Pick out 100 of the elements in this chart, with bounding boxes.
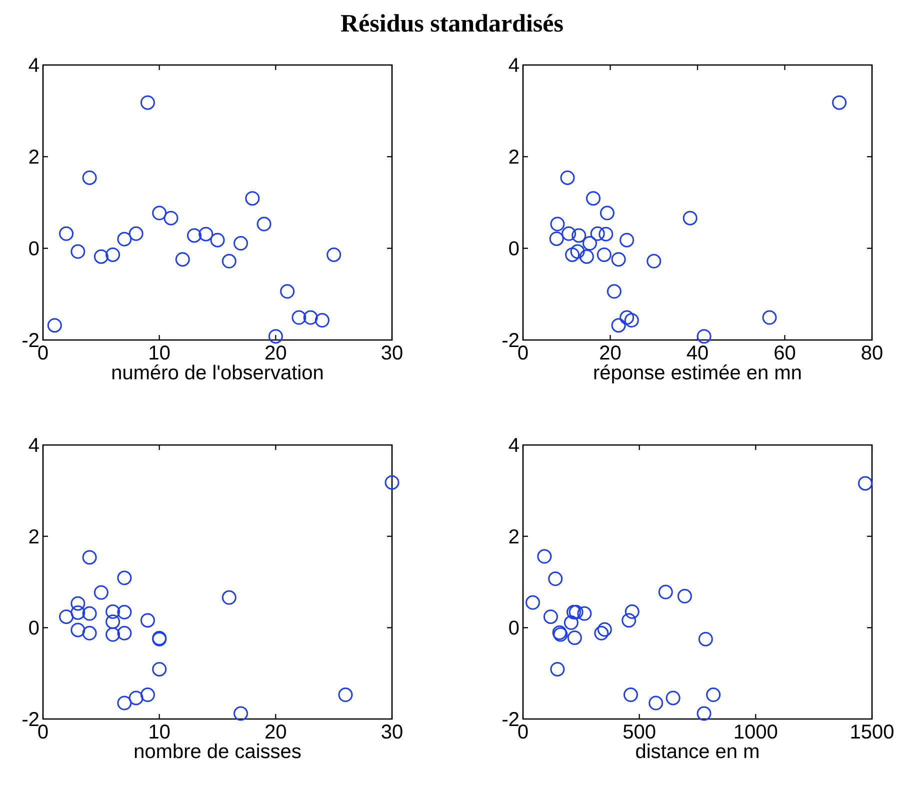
point bbox=[117, 696, 132, 710]
point bbox=[598, 226, 614, 242]
point bbox=[303, 310, 318, 325]
x-tick-label: 500 bbox=[623, 724, 656, 739]
point bbox=[582, 236, 597, 251]
point bbox=[82, 170, 97, 185]
point bbox=[234, 236, 248, 251]
x-tick-label: 80 bbox=[862, 346, 882, 360]
point bbox=[59, 226, 74, 241]
point bbox=[570, 244, 585, 259]
point bbox=[677, 588, 692, 604]
point bbox=[577, 606, 592, 621]
point bbox=[562, 226, 576, 241]
point bbox=[597, 622, 612, 637]
x-tick-label: 0 bbox=[38, 724, 48, 739]
point bbox=[596, 247, 612, 262]
y-tick-label: 2 bbox=[29, 529, 38, 544]
point bbox=[117, 232, 132, 246]
point bbox=[832, 95, 847, 110]
point bbox=[550, 216, 565, 232]
point bbox=[234, 706, 248, 721]
point bbox=[620, 310, 634, 325]
y-tick-label: 4 bbox=[508, 438, 519, 452]
point bbox=[696, 329, 712, 344]
point bbox=[164, 210, 178, 226]
x-tick-label: 20 bbox=[266, 346, 286, 360]
point bbox=[579, 249, 594, 264]
y-tick-label: 0 bbox=[509, 241, 519, 256]
point bbox=[564, 615, 578, 630]
point bbox=[175, 252, 190, 267]
x-axis-title: réponse estimée en mn bbox=[594, 364, 801, 384]
point bbox=[706, 688, 721, 702]
point bbox=[256, 216, 272, 232]
point bbox=[384, 475, 400, 490]
point bbox=[600, 206, 614, 220]
x-axis-title: numéro de l'observation bbox=[112, 364, 323, 380]
point bbox=[47, 318, 62, 333]
y-tick-label: -2 bbox=[502, 712, 518, 726]
point bbox=[858, 476, 873, 491]
y-tick-label: 4 bbox=[28, 58, 39, 72]
x-axis-title: distance en m bbox=[636, 744, 758, 758]
point bbox=[222, 590, 236, 605]
point bbox=[762, 310, 777, 325]
x-tick-label: 30 bbox=[382, 346, 402, 360]
point bbox=[560, 170, 575, 185]
point bbox=[140, 688, 155, 702]
y-tick-label: 0 bbox=[29, 241, 39, 256]
x-tick-label: 0 bbox=[38, 346, 48, 360]
point bbox=[210, 232, 225, 248]
point bbox=[106, 247, 120, 262]
point bbox=[594, 626, 609, 640]
x-tick-label: 60 bbox=[774, 346, 796, 360]
point bbox=[572, 228, 586, 243]
point bbox=[140, 95, 155, 110]
text: Résidus standardisés bbox=[340, 14, 563, 32]
x-tick-label: 20 bbox=[266, 724, 286, 739]
x-tick-label: 10 bbox=[150, 724, 170, 739]
x-tick-label: 0 bbox=[518, 346, 528, 360]
point bbox=[268, 329, 283, 344]
point bbox=[550, 662, 565, 676]
x-axis-title: nombre de caisses bbox=[134, 744, 301, 758]
point bbox=[94, 249, 108, 264]
point bbox=[117, 626, 132, 640]
point bbox=[117, 570, 132, 586]
y-tick-label: 4 bbox=[508, 58, 519, 72]
point bbox=[106, 604, 120, 619]
point bbox=[94, 585, 108, 600]
point bbox=[82, 550, 97, 565]
point bbox=[314, 313, 330, 328]
point bbox=[526, 595, 540, 610]
point bbox=[70, 605, 86, 620]
point bbox=[624, 604, 640, 619]
y-tick-label: -2 bbox=[502, 333, 518, 347]
point bbox=[606, 284, 622, 299]
point bbox=[152, 206, 167, 220]
point bbox=[140, 613, 155, 628]
y-tick-label: 0 bbox=[509, 620, 519, 635]
point bbox=[537, 549, 552, 564]
x-tick-label: 10 bbox=[150, 346, 170, 360]
point bbox=[586, 191, 600, 206]
y-tick-label: -2 bbox=[22, 712, 38, 726]
point bbox=[611, 252, 626, 267]
point bbox=[117, 604, 132, 620]
point bbox=[82, 606, 97, 621]
point bbox=[245, 191, 260, 206]
point bbox=[70, 596, 86, 611]
point bbox=[611, 318, 626, 333]
point bbox=[326, 247, 342, 262]
point bbox=[198, 226, 214, 242]
point bbox=[567, 630, 582, 645]
x-tick-label: 1000 bbox=[734, 724, 778, 739]
point bbox=[59, 609, 74, 624]
x-tick-label: 1500 bbox=[851, 724, 894, 739]
point bbox=[186, 228, 202, 243]
x-tick-label: 20 bbox=[600, 346, 621, 360]
point bbox=[543, 609, 558, 624]
point bbox=[106, 614, 120, 629]
point bbox=[658, 584, 673, 600]
point bbox=[82, 626, 97, 640]
point bbox=[222, 254, 236, 268]
